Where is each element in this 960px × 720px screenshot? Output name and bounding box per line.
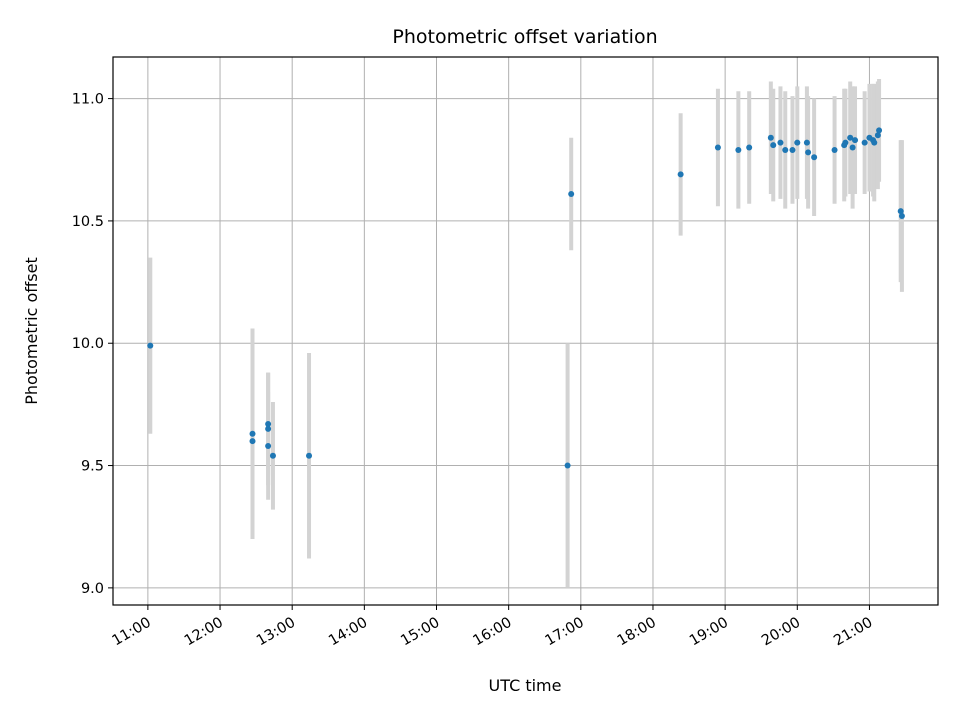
- data-point: [794, 139, 801, 146]
- error-bars: [148, 79, 904, 588]
- data-point: [265, 425, 272, 432]
- data-point: [849, 144, 856, 151]
- y-tick-label: 10.0: [72, 336, 104, 352]
- plot-area: [112, 56, 939, 606]
- data-point: [677, 171, 684, 178]
- data-point: [735, 146, 742, 153]
- y-tick-label: 10.5: [72, 214, 104, 230]
- x-tick-label: 12:00: [182, 615, 226, 650]
- data-point: [847, 134, 854, 141]
- data-point: [897, 208, 904, 215]
- data-point: [746, 144, 753, 151]
- data-point: [871, 139, 878, 146]
- x-tick-label: 15:00: [398, 615, 442, 650]
- x-tick-label: 18:00: [615, 615, 659, 650]
- axis-ticks: 11:00 12:00 13:00 14:00 15:00 16:00 17:00 18:00…: [72, 92, 876, 650]
- data-point: [803, 139, 810, 146]
- y-tick-label: 11.0: [72, 92, 104, 108]
- x-tick-label: 20:00: [759, 615, 803, 650]
- data-point: [770, 142, 777, 149]
- x-tick-label: 16:00: [470, 615, 514, 650]
- data-point: [876, 127, 883, 134]
- x-tick-label: 21:00: [831, 615, 875, 650]
- data-point: [777, 139, 784, 146]
- data-point: [805, 149, 812, 156]
- data-point: [874, 132, 881, 139]
- y-tick-label: 9.0: [81, 581, 104, 597]
- data-point: [789, 146, 796, 153]
- data-point: [269, 452, 276, 459]
- data-point: [842, 139, 849, 146]
- data-point: [249, 430, 256, 437]
- data-point: [831, 146, 838, 153]
- data-point: [811, 154, 818, 161]
- data-point: [861, 139, 868, 146]
- data-point: [767, 134, 774, 141]
- data-point: [306, 452, 313, 459]
- data-points: [147, 127, 905, 469]
- data-point: [568, 191, 575, 197]
- data-point: [898, 213, 905, 220]
- data-point: [249, 438, 256, 445]
- data-point: [714, 144, 721, 151]
- data-point: [265, 442, 272, 449]
- data-point: [852, 137, 859, 144]
- data-point: [564, 462, 571, 469]
- data-point: [147, 342, 154, 349]
- chart-title: Photometric offset variation: [392, 26, 657, 48]
- x-tick-label: 14:00: [326, 615, 370, 650]
- x-tick-label: 19:00: [687, 615, 731, 650]
- y-tick-label: 9.5: [81, 459, 104, 475]
- data-point: [782, 146, 789, 153]
- x-axis-label: UTC time: [489, 676, 562, 695]
- y-axis-label: Photometric offset: [22, 257, 41, 405]
- x-tick-label: 11:00: [110, 615, 154, 650]
- x-tick-label: 13:00: [254, 615, 298, 650]
- data-point: [265, 420, 272, 427]
- x-tick-label: 17:00: [543, 615, 587, 650]
